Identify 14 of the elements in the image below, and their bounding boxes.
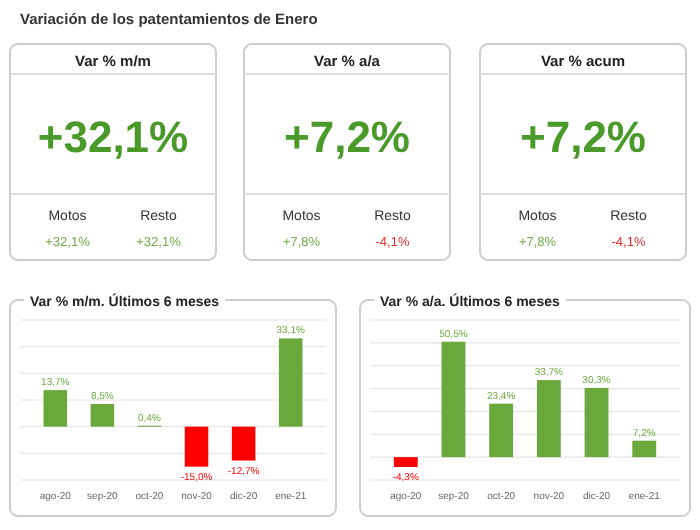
bar	[441, 341, 466, 458]
text: +7,2%	[520, 112, 646, 162]
bar	[584, 387, 609, 458]
bar	[632, 440, 657, 458]
bar	[90, 404, 115, 427]
bar	[393, 457, 418, 467]
bar	[184, 426, 209, 467]
text: +32,1%	[37, 112, 189, 162]
bar	[536, 380, 561, 458]
bar	[43, 390, 68, 427]
bar	[489, 403, 514, 458]
bar	[231, 426, 256, 461]
text: +7,2%	[284, 112, 410, 162]
bar	[278, 338, 303, 427]
